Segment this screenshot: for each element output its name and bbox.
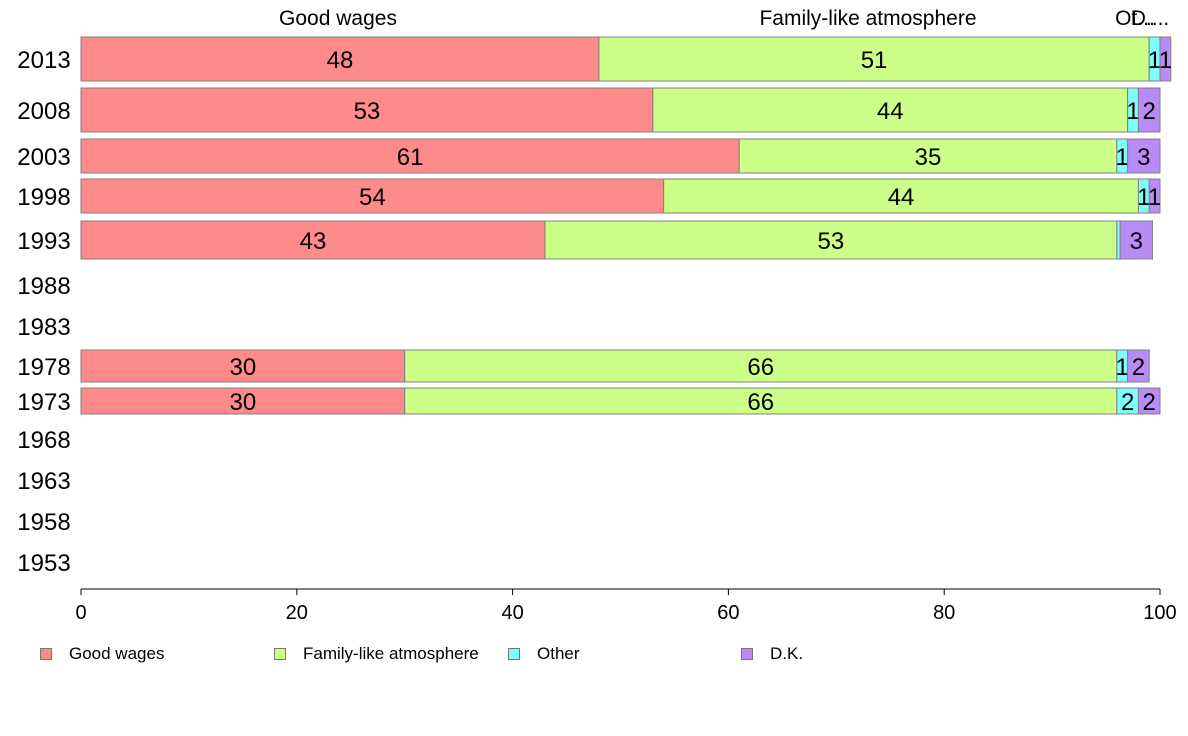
bar-1973-family-like-atmosphere <box>404 387 1118 415</box>
bar-1978-d-k <box>1127 349 1150 383</box>
bar-label-1978-d-k: 2 <box>1132 354 1145 381</box>
bar-1993-d-k <box>1119 220 1153 260</box>
bar-label-1998-d-k: 1 <box>1148 184 1161 211</box>
bar-1973-d-k <box>1137 387 1161 415</box>
x-tick-label-40: 40 <box>501 602 523 624</box>
bar-label-1973-other: 2 <box>1121 389 1134 416</box>
year-label-1953: 1953 <box>17 550 70 577</box>
year-label-1973: 1973 <box>17 389 70 416</box>
bar-label-2003-other: 1 <box>1116 144 1129 171</box>
bar-label-1998-good-wages: 54 <box>359 184 386 211</box>
bar-label-2003-family-like-atmosphere: 35 <box>915 144 942 171</box>
bar-label-2003-good-wages: 61 <box>397 144 424 171</box>
bar-label-2013-d-k: 1 <box>1159 47 1172 74</box>
bar-label-2013-good-wages: 48 <box>327 47 354 74</box>
year-label-1993: 1993 <box>17 228 70 255</box>
bar-1993-good-wages <box>80 220 546 260</box>
legend-item-other: Other <box>508 643 580 665</box>
legend-swatch-other <box>508 648 520 660</box>
year-label-1968: 1968 <box>17 427 70 454</box>
bar-label-1998-family-like-atmosphere: 44 <box>888 184 915 211</box>
year-labels: 2013 2008 2003 1998 1993 1988 1983 1978 1973 1968… <box>17 47 70 577</box>
bar-label-2013-other: 1 <box>1148 47 1161 74</box>
bar-label-2013-family-like-atmosphere: 51 <box>861 47 888 74</box>
bar-2003-d-k <box>1127 138 1161 174</box>
legend-label-family-like-atmosphere: Family-like atmosphere <box>303 644 479 663</box>
bar-2008-family-like-atmosphere <box>652 87 1129 133</box>
x-tick-label-0: 0 <box>75 602 86 624</box>
top-label-d-k: D.... <box>1131 7 1170 30</box>
legend-swatch-family-like-atmosphere <box>274 648 286 660</box>
bar-label-1993-d-k: 3 <box>1130 228 1143 255</box>
year-label-2008: 2008 <box>17 98 70 125</box>
bar-label-1973-family-like-atmosphere: 66 <box>747 389 774 416</box>
x-tick-label-80: 80 <box>933 602 955 624</box>
top-label-good-wages: Good wages <box>279 7 397 30</box>
bar-1978-good-wages <box>80 349 406 383</box>
bar-2013-family-like-atmosphere <box>598 36 1150 82</box>
bar-2013-d-k <box>1159 36 1172 82</box>
x-tick-label-20: 20 <box>286 602 308 624</box>
bar-label-2008-family-like-atmosphere: 44 <box>877 98 904 125</box>
bar-label-1973-good-wages: 30 <box>229 389 256 416</box>
legend-label-other: Other <box>537 644 580 663</box>
bar-label-1993-good-wages: 43 <box>300 228 327 255</box>
bar-label-1978-other: 1 <box>1116 354 1129 381</box>
bar-2003-good-wages <box>80 138 740 174</box>
year-label-1958: 1958 <box>17 509 70 536</box>
bar-1978-family-like-atmosphere <box>404 349 1118 383</box>
year-label-2003: 2003 <box>17 144 70 171</box>
legend-swatch-good-wages <box>40 648 52 660</box>
bar-label-1978-family-like-atmosphere: 66 <box>747 354 774 381</box>
bar-1998-d-k <box>1148 178 1161 214</box>
bar-2008-d-k <box>1137 87 1161 133</box>
bar-label-1978-good-wages: 30 <box>229 354 256 381</box>
bar-label-2008-other: 1 <box>1126 98 1139 125</box>
bar-1998-family-like-atmosphere <box>663 178 1139 214</box>
x-tick-label-60: 60 <box>717 602 739 624</box>
legend-label-dk: D.K. <box>770 644 804 663</box>
bar-label-1973-d-k: 2 <box>1143 389 1156 416</box>
legend: Good wages Family-like atmosphere Other … <box>0 643 1188 665</box>
year-label-1963: 1963 <box>17 468 70 495</box>
year-label-1988: 1988 <box>17 273 70 300</box>
year-label-1998: 1998 <box>17 184 70 211</box>
x-axis: 0 20 40 60 80 100 <box>75 588 1177 624</box>
bar-label-2008-good-wages: 53 <box>354 98 381 125</box>
bar-label-2003-d-k: 3 <box>1137 144 1150 171</box>
year-label-2013: 2013 <box>17 47 70 74</box>
legend-item-good-wages: Good wages <box>40 643 164 665</box>
bar-label-1993-family-like-atmosphere: 53 <box>818 228 845 255</box>
year-label-1983: 1983 <box>17 314 70 341</box>
bar-1973-good-wages <box>80 387 406 415</box>
bar-2008-good-wages <box>80 87 654 133</box>
legend-label-good-wages: Good wages <box>69 644 165 663</box>
x-tick-label-100: 100 <box>1143 602 1176 624</box>
legend-item-dk: D.K. <box>741 643 803 665</box>
top-label-other: Ot... <box>1115 7 1155 30</box>
bar-label-2008-d-k: 2 <box>1143 98 1156 125</box>
top-label-family-like-atmosphere: Family-like atmosphere <box>759 7 976 30</box>
legend-swatch-dk <box>741 648 753 660</box>
top-labels: Good wages Family-like atmosphere Ot...D..… <box>279 7 1169 30</box>
bar-label-1998-other: 1 <box>1137 184 1150 211</box>
legend-item-family-like-atmosphere: Family-like atmosphere <box>274 643 479 665</box>
year-label-1978: 1978 <box>17 354 70 381</box>
